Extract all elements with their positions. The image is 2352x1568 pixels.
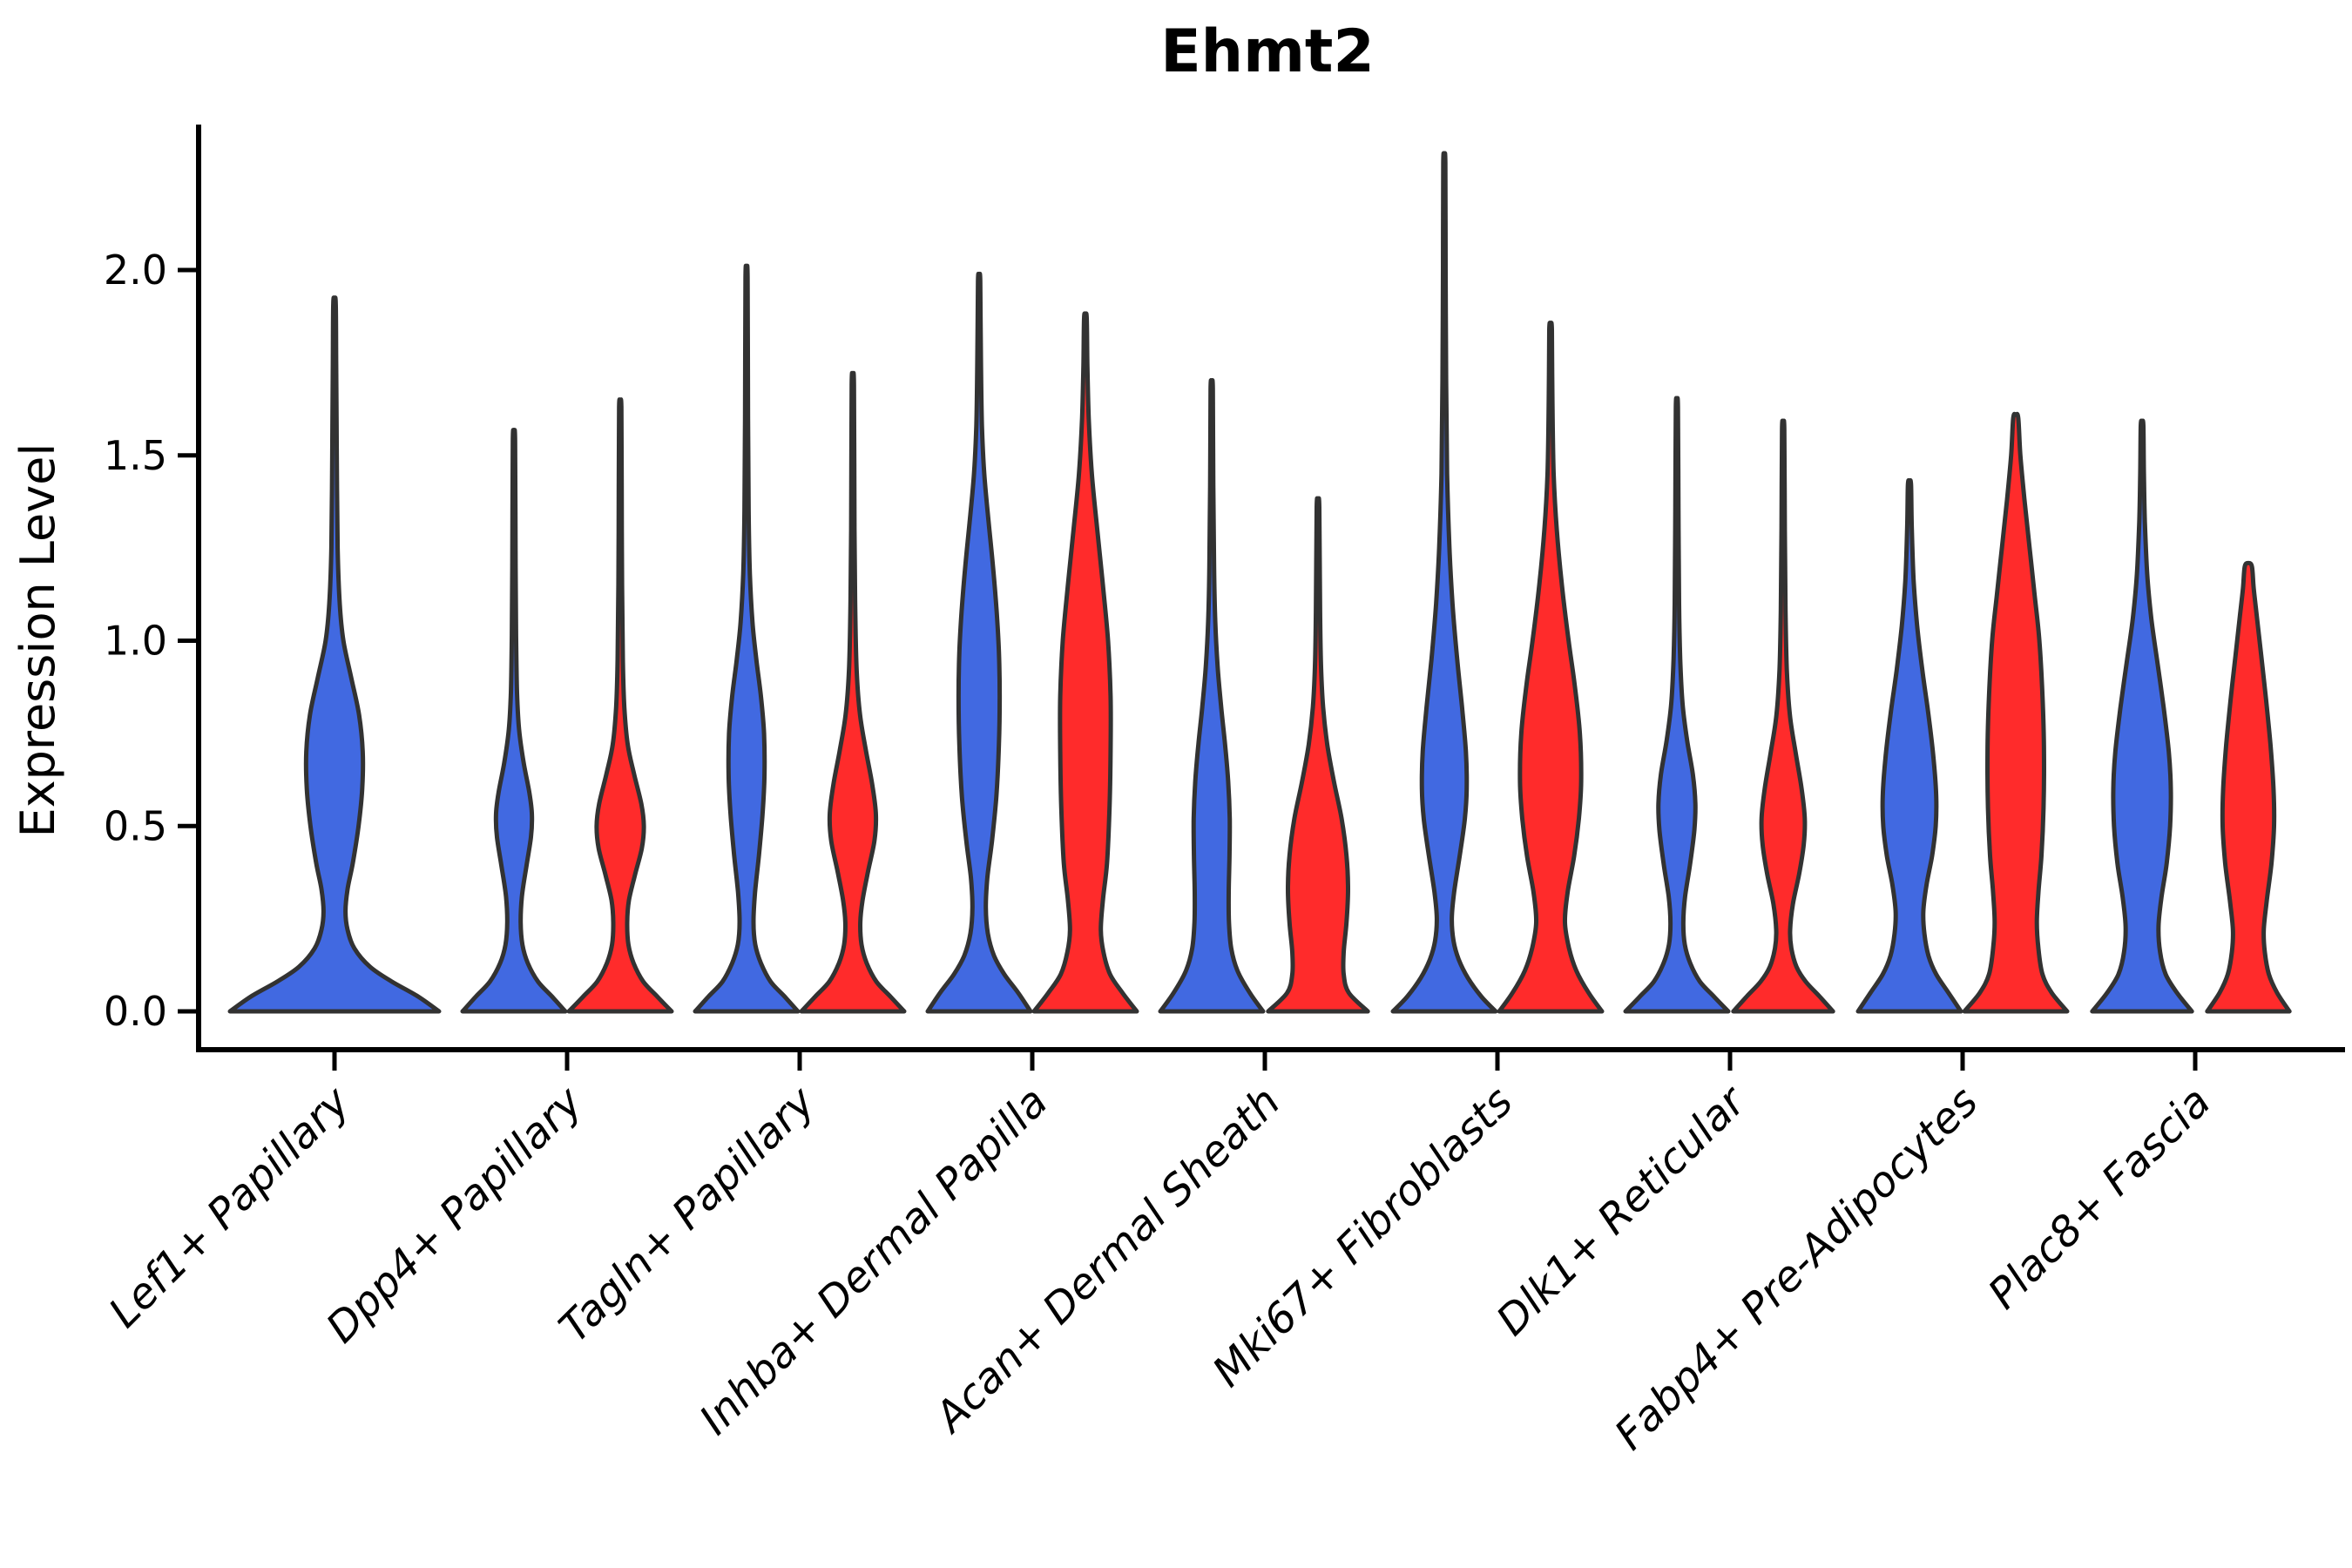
violin-tagln-papillary-red <box>799 370 907 1014</box>
axes-layer <box>196 125 2345 1052</box>
violin-plac8-fascia-blue <box>2090 418 2194 1014</box>
x-label-plac8-fascia: Plac8+ Fascia <box>1979 1078 2220 1319</box>
axis-spines <box>196 125 2345 1052</box>
violin-dlk1-reticular-blue <box>1623 395 1731 1014</box>
violin-inhba-dermal-papilla-red <box>1031 311 1139 1014</box>
violin-plac8-fascia-red <box>2205 560 2292 1014</box>
violin-tagln-papillary-blue <box>693 263 801 1014</box>
violin-dpp4-papillary-red <box>566 397 674 1014</box>
violin-fabp4-pre-adipocytes-blue <box>1855 477 1963 1014</box>
violin-inhba-dermal-papilla-blue <box>925 271 1033 1014</box>
y-ticks: 0.0 0.5 1.0 1.5 2.0 <box>104 247 199 1035</box>
violin-acan-dermal-sheath-blue <box>1158 378 1266 1014</box>
violin-dlk1-reticular-red <box>1731 418 1835 1014</box>
violin-lef1-papillary-blue <box>227 295 442 1014</box>
x-label-tagln-papillary: Tagln+ Papillary <box>550 1077 825 1352</box>
y-tick-label-4: 2.0 <box>104 247 167 294</box>
y-axis-label: Expression Level <box>10 443 65 838</box>
violin-fabp4-pre-adipocytes-red <box>1962 411 2070 1014</box>
violins-layer <box>227 151 2292 1014</box>
chart-title: Ehmt2 <box>1160 17 1375 86</box>
y-tick-label-1: 0.5 <box>104 802 167 849</box>
y-tick-label-2: 1.0 <box>104 618 167 665</box>
violin-acan-dermal-sheath-red <box>1266 496 1370 1014</box>
x-label-dpp4-papillary: Dpp4+ Papillary <box>317 1077 592 1352</box>
x-label-lef1-papillary: Lef1+ Papillary <box>99 1077 360 1337</box>
x-label-dlk1-reticular: Dlk1+ Reticular <box>1487 1076 1757 1346</box>
y-tick-label-0: 0.0 <box>104 988 167 1035</box>
violin-dpp4-papillary-blue <box>460 428 568 1014</box>
y-tick-label-3: 1.5 <box>104 432 167 479</box>
violin-mki67-fibroblasts-red <box>1497 321 1605 1014</box>
violin-mki67-fibroblasts-blue <box>1390 151 1498 1014</box>
